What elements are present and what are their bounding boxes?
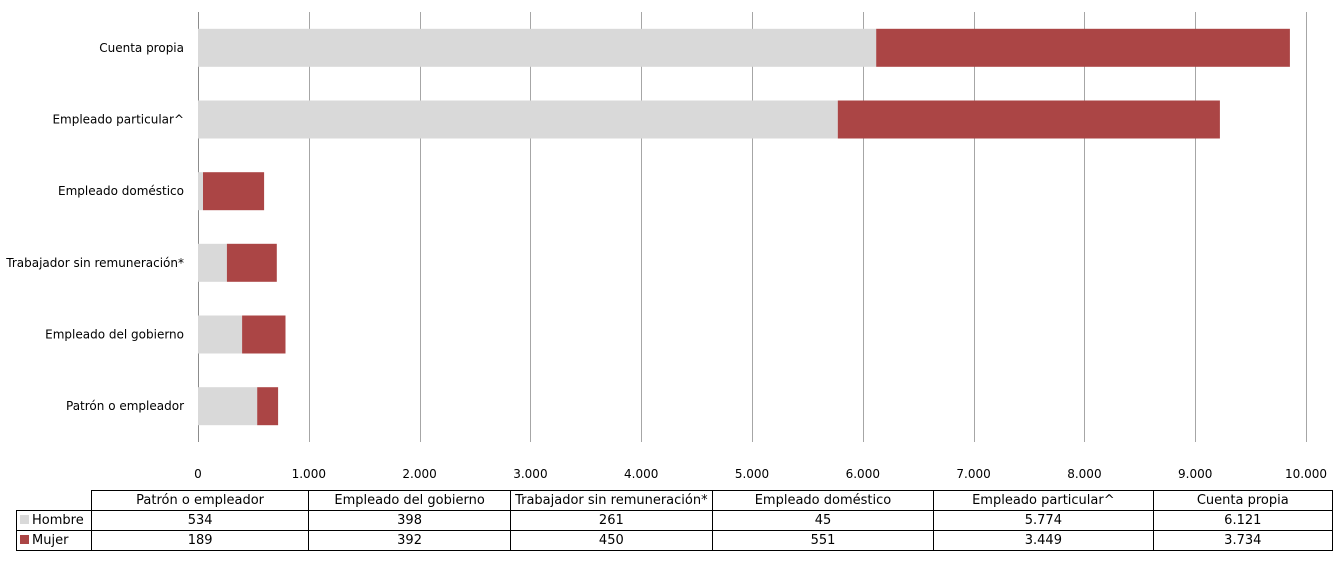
table-cell: 3.734 (1152, 530, 1333, 551)
table-row: Mujer 189 392 450 551 3.449 3.734 (16, 530, 1333, 551)
bar-hombre (198, 100, 838, 139)
bar-hombre (198, 172, 203, 211)
bar-mujer (876, 28, 1290, 67)
x-tick-labels: 0 1.000 2.000 3.000 4.000 5.000 6.000 7.000 8.00… (194, 467, 1327, 481)
category-label: Empleado del gobierno (45, 328, 184, 342)
category-label: Empleado doméstico (58, 184, 184, 198)
legend-key (20, 515, 29, 524)
table-cell: 551 (711, 530, 935, 551)
legend-key (20, 535, 29, 544)
table-header-cell: Empleado particular^ (933, 490, 1154, 511)
category-labels: Patrón o empleador Empleado del gobierno T… (5, 41, 184, 413)
x-tick-label: 3.000 (513, 467, 547, 481)
legend-entry: Hombre (16, 510, 92, 531)
category-label: Cuenta propia (99, 41, 184, 55)
x-tick-label: 1.000 (292, 467, 326, 481)
bar-hombre (198, 315, 243, 354)
bar-mujer (837, 100, 1220, 139)
table-cell: 261 (509, 510, 713, 531)
x-tick-label: 7.000 (956, 467, 990, 481)
bar-hombre (198, 28, 877, 67)
table-row: Hombre 534 398 261 45 5.774 6.121 (16, 510, 1333, 531)
table-cell: 398 (308, 510, 511, 531)
bar-hombre (198, 387, 258, 426)
x-tick-label: 10.000 (1285, 467, 1327, 481)
data-table: Patrón o empleador Empleado del gobierno T… (16, 490, 1333, 551)
x-tick-label: 5.000 (735, 467, 769, 481)
x-tick-label: 0 (194, 467, 202, 481)
table-cell: 534 (90, 510, 310, 531)
bar-mujer (226, 243, 277, 282)
category-label: Empleado particular^ (52, 113, 184, 127)
x-tick-label: 6.000 (846, 467, 880, 481)
stacked-bar-chart: Patrón o empleador Empleado del gobierno T… (5, 12, 1327, 481)
category-label: Patrón o empleador (66, 399, 184, 413)
x-tick-label: 9.000 (1178, 467, 1212, 481)
table-cell: 5.774 (933, 510, 1154, 531)
bar-hombre (198, 243, 227, 282)
bar-mujer (257, 387, 279, 426)
category-label: Trabajador sin remuneración* (5, 256, 184, 270)
table-header-cell: Empleado doméstico (711, 490, 935, 511)
bar-mujer (203, 172, 265, 211)
x-tick-label: 4.000 (624, 467, 658, 481)
table-cell: 6.121 (1152, 510, 1333, 531)
table-cell: 3.449 (933, 530, 1154, 551)
table-cell: 392 (308, 530, 511, 551)
bar-mujer (242, 315, 286, 354)
x-tick-label: 2.000 (402, 467, 436, 481)
table-header-cell: Patrón o empleador (90, 490, 310, 511)
table-header-cell: Trabajador sin remuneración* (509, 490, 713, 511)
table-header-cell: Empleado del gobierno (308, 490, 511, 511)
table-cell: 45 (711, 510, 935, 531)
x-tick-label: 8.000 (1067, 467, 1101, 481)
table-cell: 189 (90, 530, 310, 551)
legend-entry: Mujer (16, 530, 92, 551)
table-header-cell: Cuenta propia (1152, 490, 1333, 511)
bars (198, 28, 1290, 426)
gridlines (198, 12, 1307, 442)
table-cell: 450 (509, 530, 713, 551)
